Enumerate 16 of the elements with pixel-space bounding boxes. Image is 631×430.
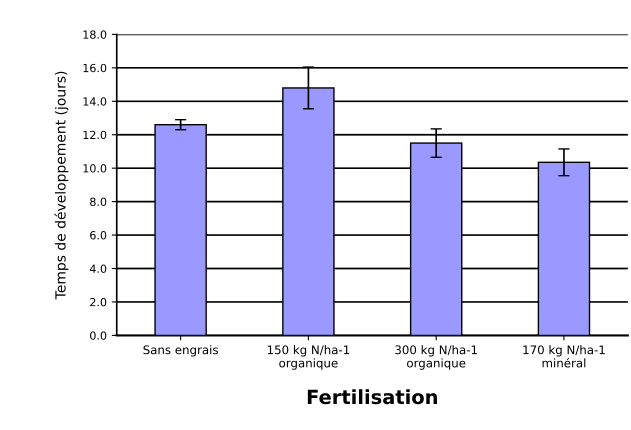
x-tick-label: 170 kg N/ha-1 minéral	[523, 345, 605, 368]
y-tick-label: 8.0	[90, 198, 106, 206]
y-tick-label: 10.0	[83, 164, 106, 173]
x-tick-label: 150 kg N/ha-1 organique	[268, 345, 350, 370]
y-tick-label: 16.0	[83, 64, 106, 72]
y-tick-label: 6.0	[90, 231, 106, 240]
y-tick-label: 2.0	[90, 298, 106, 306]
y-tick-label: 14.0	[83, 97, 106, 106]
y-tick-label: 18.0	[83, 30, 106, 39]
y-axis-title: Temps de développement (jours)	[54, 72, 68, 300]
y-tick-label: 12.0	[83, 130, 106, 140]
x-axis-title: Fertilisation	[308, 389, 437, 404]
x-tick-label: Sans engrais	[143, 345, 218, 357]
y-tick-label: 0.0	[90, 331, 106, 340]
y-tick-label: 4.0	[90, 264, 106, 273]
x-tick-label: 300 kg N/ha-1 organique	[395, 345, 477, 370]
